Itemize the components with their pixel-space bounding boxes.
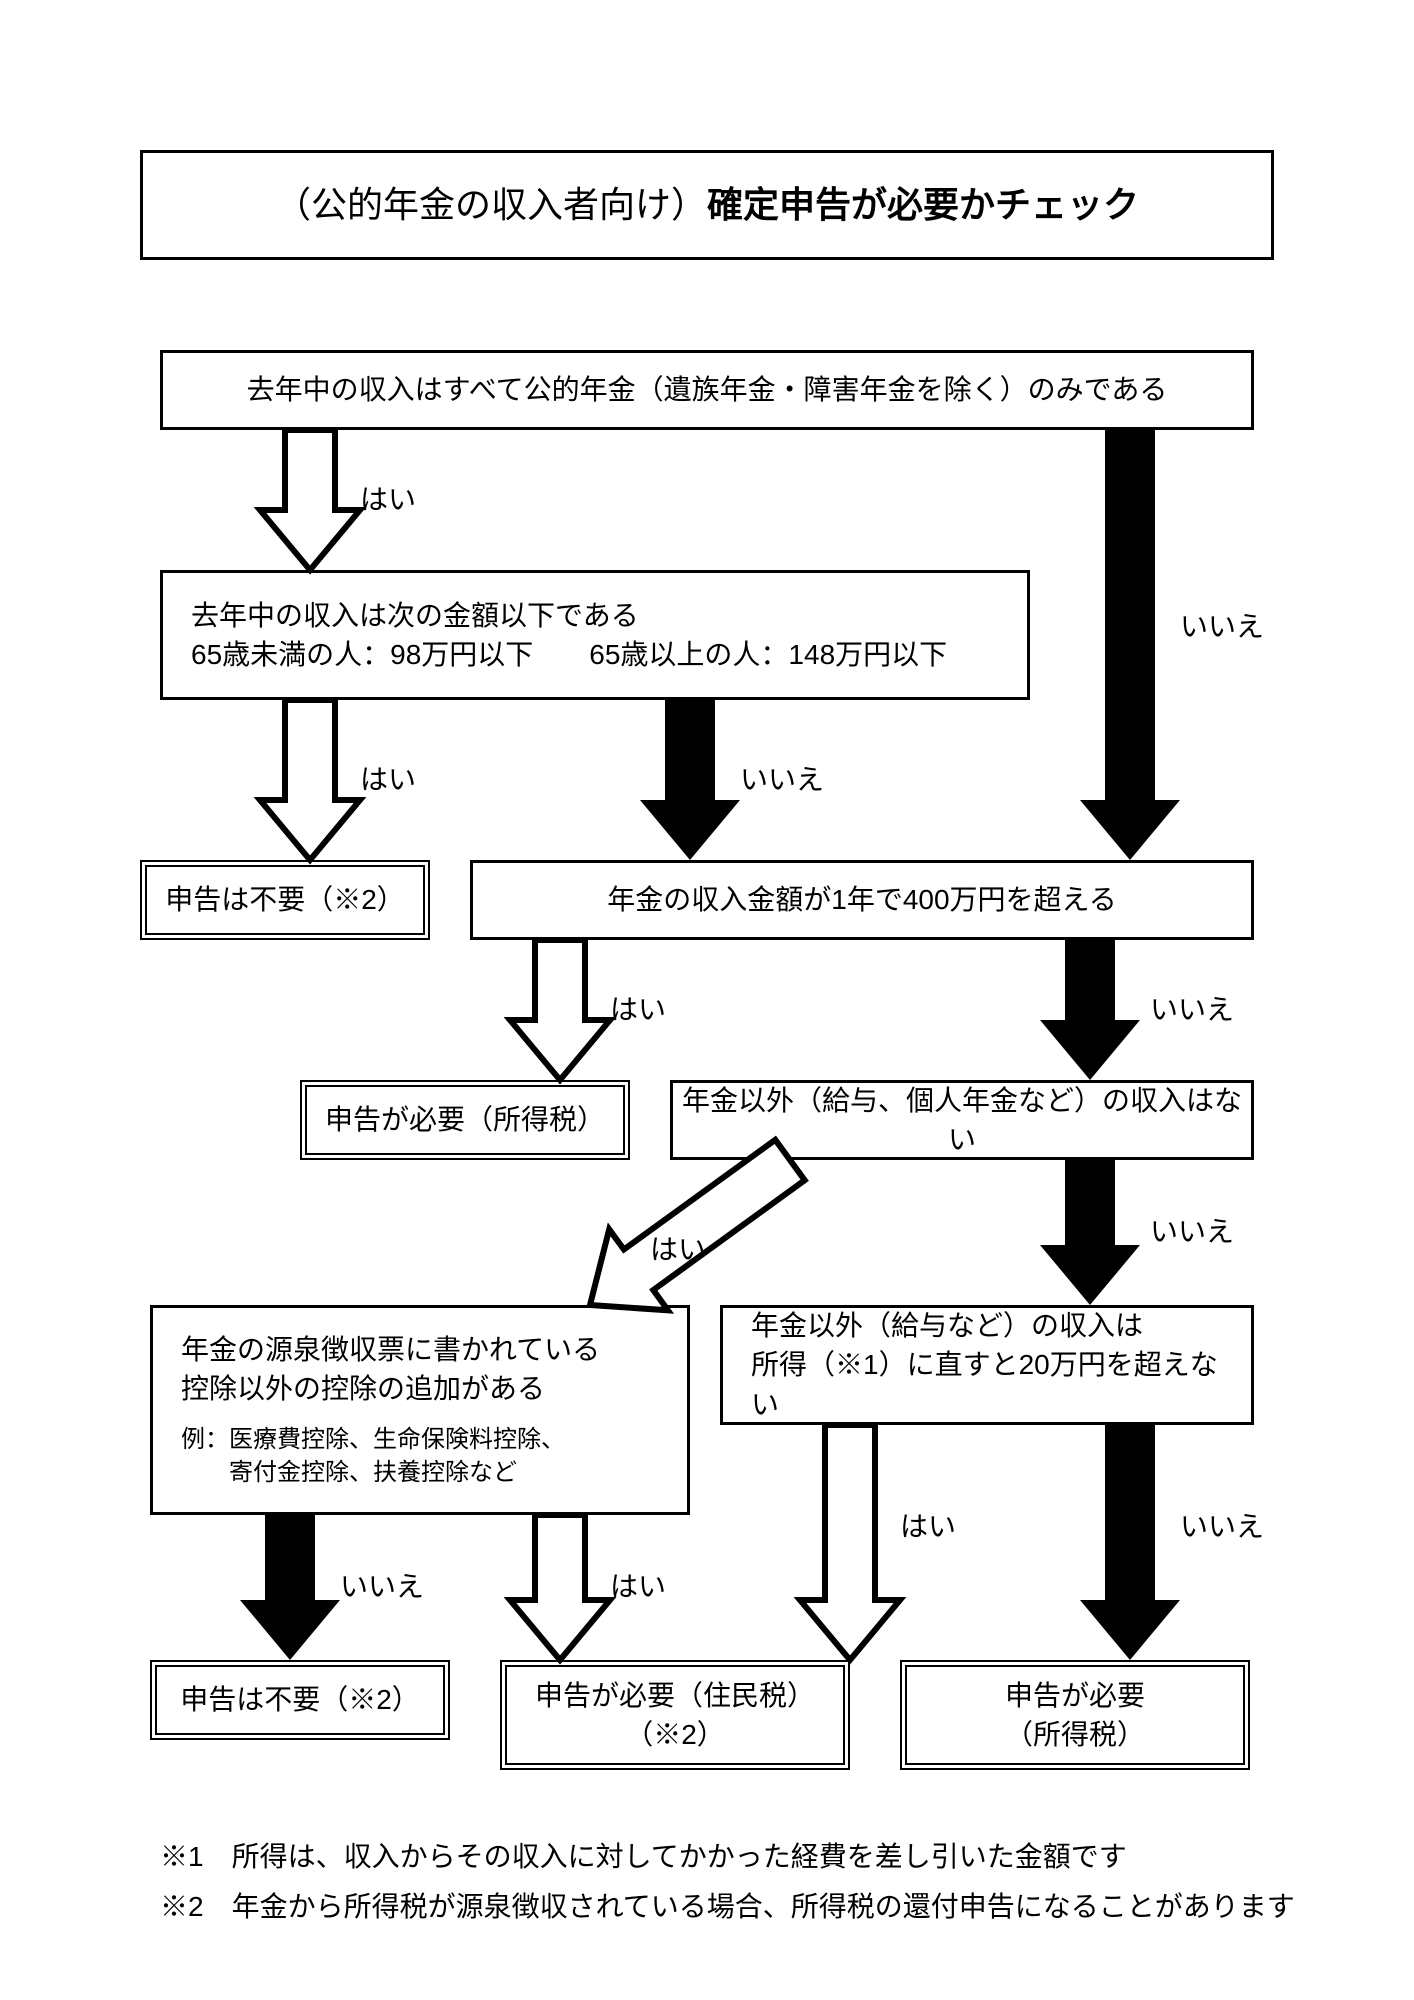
result-need-resident-line1: 申告が必要（住民税） (535, 1676, 815, 1715)
question-1-text: 去年中の収入はすべて公的年金（遺族年金・障害年金を除く）のみである (247, 370, 1168, 409)
result-need-income-1: 申告が必要（所得税） (300, 1080, 630, 1160)
title-box: （公的年金の収入者向け）確定申告が必要かチェック (140, 150, 1274, 260)
label-q1-yes: はい (360, 478, 416, 518)
label-q4-yes: はい (650, 1228, 706, 1268)
label-q2-no: いいえ (740, 758, 824, 798)
label-q3-no: いいえ (1150, 988, 1234, 1028)
question-4: 年金以外（給与、個人年金など）の収入はない (670, 1080, 1254, 1160)
question-6-line1: 年金以外（給与など）の収入は (751, 1306, 1223, 1345)
question-6: 年金以外（給与など）の収入は 所得（※1）に直すと20万円を超えない (720, 1305, 1254, 1425)
title-prefix: （公的年金の収入者向け） (275, 184, 707, 225)
question-5-example: 例：医療費控除、生命保険料控除、 寄付金控除、扶養控除など (181, 1423, 565, 1490)
footnote-1-text: ※1 所得は、収入からその収入に対してかかった経費を差し引いた金額です (160, 1841, 1127, 1872)
label-q5-no: いいえ (340, 1565, 424, 1605)
label-q1-no: いいえ (1180, 605, 1264, 645)
footnote-1: ※1 所得は、収入からその収入に対してかかった経費を差し引いた金額です (160, 1830, 1127, 1883)
result-not-needed-1-text: 申告は不要（※2） (165, 880, 405, 919)
result-not-needed-2: 申告は不要（※2） (150, 1660, 450, 1740)
result-need-income-1-text: 申告が必要（所得税） (325, 1100, 605, 1139)
title-main: 確定申告が必要かチェック (707, 184, 1139, 225)
question-5-line1: 年金の源泉徴収票に書かれている (181, 1330, 600, 1369)
question-5-line2: 控除以外の控除の追加がある (181, 1369, 545, 1408)
question-4-text: 年金以外（給与、個人年金など）の収入はない (673, 1081, 1251, 1159)
label-q2-yes: はい (360, 758, 416, 798)
question-5: 年金の源泉徴収票に書かれている 控除以外の控除の追加がある 例：医療費控除、生命… (150, 1305, 690, 1515)
result-need-resident: 申告が必要（住民税） （※2） (500, 1660, 850, 1770)
result-not-needed-2-text: 申告は不要（※2） (180, 1680, 420, 1719)
question-1: 去年中の収入はすべて公的年金（遺族年金・障害年金を除く）のみである (160, 350, 1254, 430)
question-2-line2: 65歳未満の人：98万円以下 65歳以上の人：148万円以下 (191, 635, 947, 674)
footnote-2: ※2 年金から所得税が源泉徴収されている場合、所得税の還付申告になることがありま… (160, 1880, 1295, 1933)
question-3-text: 年金の収入金額が1年で400万円を超える (607, 880, 1116, 919)
label-q4-no: いいえ (1150, 1210, 1234, 1250)
label-q5-yes: はい (610, 1565, 666, 1605)
question-6-line2: 所得（※1）に直すと20万円を超えない (751, 1345, 1223, 1423)
result-need-resident-line2: （※2） (535, 1715, 815, 1754)
result-need-income-2: 申告が必要 （所得税） (900, 1660, 1250, 1770)
label-q6-yes: はい (900, 1505, 956, 1545)
footnote-2-text: ※2 年金から所得税が源泉徴収されている場合、所得税の還付申告になることがありま… (160, 1891, 1295, 1922)
result-not-needed-1: 申告は不要（※2） (140, 860, 430, 940)
label-q3-yes: はい (610, 988, 666, 1028)
result-need-income-2-line2: （所得税） (1005, 1715, 1145, 1754)
label-q6-no: いいえ (1180, 1505, 1264, 1545)
question-2: 去年中の収入は次の金額以下である 65歳未満の人：98万円以下 65歳以上の人：… (160, 570, 1030, 700)
question-3: 年金の収入金額が1年で400万円を超える (470, 860, 1254, 940)
question-2-line1: 去年中の収入は次の金額以下である (191, 596, 947, 635)
result-need-income-2-line1: 申告が必要 (1005, 1676, 1145, 1715)
